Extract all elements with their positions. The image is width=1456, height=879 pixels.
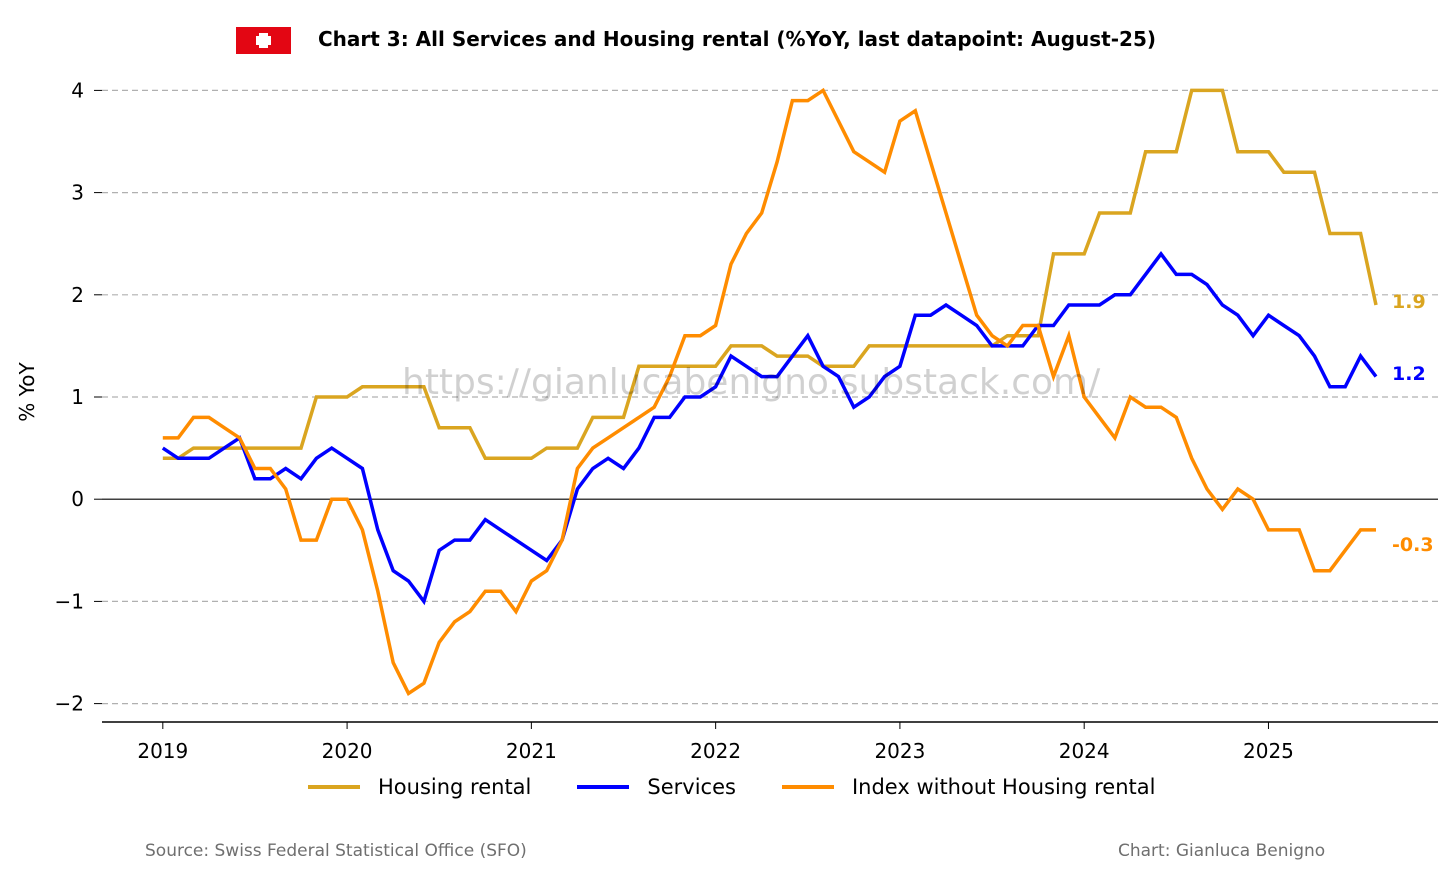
x-tick-label: 2022 (690, 739, 741, 763)
x-tick-label: 2025 (1243, 739, 1294, 763)
legend-swatch (577, 785, 630, 789)
watermark: https://gianlucabenigno.substack.com/ (402, 362, 1101, 403)
legend-swatch (308, 785, 360, 789)
legend-swatch (781, 785, 834, 789)
y-axis-label: % YoY (15, 362, 39, 422)
legend-item-housing-rental: Housing rental (308, 775, 531, 799)
y-tick-label: 1 (71, 385, 84, 409)
end-label-services: 1.2 (1392, 362, 1426, 385)
legend-item-index-without-housing: Index without Housing rental (781, 775, 1156, 799)
chart-title: Chart 3: All Services and Housing rental… (318, 27, 1157, 51)
x-tick-label: 2021 (506, 739, 557, 763)
y-tick-label: 2 (71, 283, 84, 307)
end-label-index-without-housing: -0.3 (1392, 533, 1434, 556)
legend-label: Services (647, 775, 736, 799)
chart-credit: Chart: Gianluca Benigno (1118, 841, 1326, 861)
y-tick-label: 3 (71, 181, 84, 205)
y-tick-label: 4 (71, 78, 84, 102)
y-tick-label: −1 (55, 589, 84, 613)
source-note: Source: Swiss Federal Statistical Office… (145, 841, 527, 861)
legend: Housing rental Services Index without Ho… (308, 775, 1201, 799)
swiss-flag-icon (236, 27, 291, 54)
x-tick-label: 2024 (1059, 739, 1110, 763)
end-label-housing-rental: 1.9 (1392, 291, 1426, 314)
series-line-index-without-housing-rental (162, 87, 1376, 696)
series-line-services (161, 250, 1378, 606)
y-tick-label: −2 (55, 692, 84, 716)
legend-label: Housing rental (378, 775, 532, 799)
x-tick-label: 2019 (137, 739, 188, 763)
x-tick-label: 2020 (322, 739, 373, 763)
legend-label: Index without Housing rental (851, 775, 1156, 799)
series-line-housing-rental (162, 88, 1378, 461)
y-tick-label: 0 (71, 487, 84, 511)
legend-item-services: Services (577, 775, 736, 799)
x-tick-label: 2023 (874, 739, 925, 763)
